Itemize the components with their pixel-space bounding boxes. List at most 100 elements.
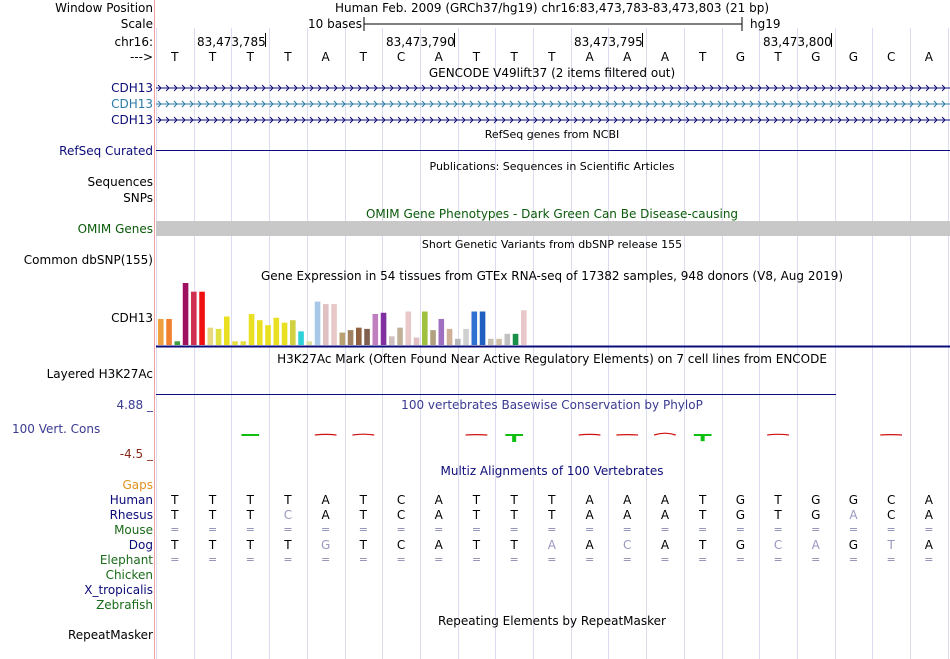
species-label[interactable]: Gaps xyxy=(122,478,153,492)
species-label[interactable]: Zebrafish xyxy=(96,598,153,612)
gtex-tissue-bar[interactable] xyxy=(446,328,453,345)
gencode-transcript[interactable] xyxy=(156,113,950,127)
gtex-tissue-bar[interactable] xyxy=(347,330,354,345)
reference-base[interactable]: T xyxy=(284,50,292,64)
gencode-item-label[interactable]: CDH13 xyxy=(111,81,153,95)
reference-base[interactable]: A xyxy=(585,50,594,64)
gtex-tissue-bar[interactable] xyxy=(191,291,197,345)
gtex-tissue-bar[interactable] xyxy=(224,316,230,345)
gtex-tissue-bar[interactable] xyxy=(397,327,403,345)
gtex-tissue-bar[interactable] xyxy=(314,301,321,345)
reference-base[interactable]: T xyxy=(548,50,556,64)
gtex-tissue-bar[interactable] xyxy=(430,330,436,345)
gtex-tissue-bar[interactable] xyxy=(273,317,280,345)
gtex-tissue-bar[interactable] xyxy=(306,341,313,345)
species-label[interactable]: Elephant xyxy=(99,553,153,567)
gtex-tissue-bar[interactable] xyxy=(455,338,461,345)
reference-base[interactable]: A xyxy=(924,50,933,64)
gtex-bar-chart[interactable] xyxy=(156,283,950,349)
reference-base[interactable]: T xyxy=(359,50,368,64)
reference-base[interactable]: A xyxy=(434,50,443,64)
h3k27ac-line[interactable] xyxy=(156,394,836,395)
gencode-transcript[interactable] xyxy=(156,81,950,95)
species-label[interactable]: Human xyxy=(109,493,153,507)
reference-base[interactable]: A xyxy=(660,50,670,64)
snps-label[interactable]: SNPs xyxy=(123,191,153,205)
gtex-label[interactable]: CDH13 xyxy=(111,311,153,325)
gtex-tissue-bar[interactable] xyxy=(298,331,304,345)
gtex-tissue-bar[interactable] xyxy=(364,328,370,345)
sequences-label[interactable]: Sequences xyxy=(87,175,153,189)
gtex-tissue-bar[interactable] xyxy=(356,327,362,345)
reference-base[interactable]: T xyxy=(246,50,254,64)
gtex-tissue-bar[interactable] xyxy=(413,337,420,345)
gtex-tissue-bar[interactable] xyxy=(372,314,379,345)
reference-base[interactable]: C xyxy=(886,50,896,64)
phylop-negative-mark[interactable] xyxy=(767,433,789,436)
reference-base[interactable]: T xyxy=(208,50,217,64)
reference-base[interactable]: T xyxy=(171,50,179,64)
gtex-tissue-bar[interactable] xyxy=(471,311,478,345)
gencode-item-label[interactable]: CDH13 xyxy=(111,97,153,111)
gtex-tissue-bar[interactable] xyxy=(521,310,527,345)
gtex-tissue-bar[interactable] xyxy=(174,341,181,345)
gtex-tissue-bar[interactable] xyxy=(257,320,263,345)
gtex-tissue-bar[interactable] xyxy=(380,312,387,345)
gtex-tissue-bar[interactable] xyxy=(438,318,445,345)
species-label[interactable]: Rhesus xyxy=(109,508,153,522)
gtex-tissue-bar[interactable] xyxy=(248,314,255,345)
omim-label[interactable]: OMIM Genes xyxy=(77,222,153,236)
gtex-tissue-bar[interactable] xyxy=(290,320,296,345)
gtex-tissue-bar[interactable] xyxy=(232,341,238,345)
phylop-label[interactable]: 100 Vert. Cons xyxy=(12,422,101,436)
phylop-signal[interactable] xyxy=(156,412,950,462)
gtex-tissue-bar[interactable] xyxy=(158,318,164,345)
gtex-tissue-bar[interactable] xyxy=(339,332,346,345)
reference-base[interactable]: T xyxy=(698,50,707,64)
species-label[interactable]: X_tropicalis xyxy=(84,583,153,597)
gtex-tissue-bar[interactable] xyxy=(207,327,214,345)
gtex-tissue-bar[interactable] xyxy=(463,328,469,345)
gtex-tissue-bar[interactable] xyxy=(405,311,412,345)
phylop-positive-bar[interactable] xyxy=(248,434,253,436)
gtex-tissue-bar[interactable] xyxy=(422,311,428,345)
gtex-tissue-bar[interactable] xyxy=(265,325,271,345)
reference-base[interactable]: G xyxy=(848,50,859,64)
reference-base[interactable]: T xyxy=(510,50,518,64)
gtex-tissue-bar[interactable] xyxy=(488,338,494,345)
gtex-tissue-bar[interactable] xyxy=(512,333,519,345)
reference-base[interactable]: A xyxy=(623,50,632,64)
reference-base[interactable]: C xyxy=(396,50,406,64)
refseq-label[interactable]: RefSeq Curated xyxy=(59,144,153,158)
gtex-tissue-bar[interactable] xyxy=(215,328,222,345)
gtex-tissue-bar[interactable] xyxy=(182,283,189,345)
reference-base[interactable]: T xyxy=(472,50,481,64)
reference-base[interactable]: T xyxy=(774,50,782,64)
gtex-tissue-bar[interactable] xyxy=(389,336,395,345)
phylop-negative-mark[interactable] xyxy=(314,433,337,436)
gtex-tissue-bar[interactable] xyxy=(496,338,502,345)
phylop-positive-bar[interactable] xyxy=(700,434,705,442)
gtex-tissue-bar[interactable] xyxy=(166,318,172,345)
h3k27ac-label[interactable]: Layered H3K27Ac xyxy=(46,367,153,381)
gtex-tissue-bar[interactable] xyxy=(323,304,329,345)
gtex-tissue-bar[interactable] xyxy=(281,322,288,345)
reference-base[interactable]: A xyxy=(321,50,330,64)
species-label[interactable]: Mouse xyxy=(114,523,153,537)
species-label[interactable]: Chicken xyxy=(105,568,153,582)
gtex-tissue-bar[interactable] xyxy=(199,291,205,345)
omim-bar[interactable] xyxy=(156,221,950,236)
species-label[interactable]: Dog xyxy=(128,538,153,552)
reference-base[interactable]: G xyxy=(735,50,745,64)
gtex-tissue-bar[interactable] xyxy=(504,333,511,345)
repeatmasker-label[interactable]: RepeatMasker xyxy=(67,628,153,642)
phylop-positive-bar[interactable] xyxy=(512,434,517,442)
gencode-transcript[interactable] xyxy=(156,97,950,111)
gtex-tissue-bar[interactable] xyxy=(479,311,486,345)
gtex-tissue-bar[interactable] xyxy=(240,341,247,345)
gencode-item-label[interactable]: CDH13 xyxy=(111,113,153,127)
dbsnp-label[interactable]: Common dbSNP(155) xyxy=(23,253,153,267)
reference-base[interactable]: G xyxy=(811,50,821,64)
phylop-negative-mark[interactable] xyxy=(578,433,601,436)
refseq-line[interactable] xyxy=(156,150,950,151)
